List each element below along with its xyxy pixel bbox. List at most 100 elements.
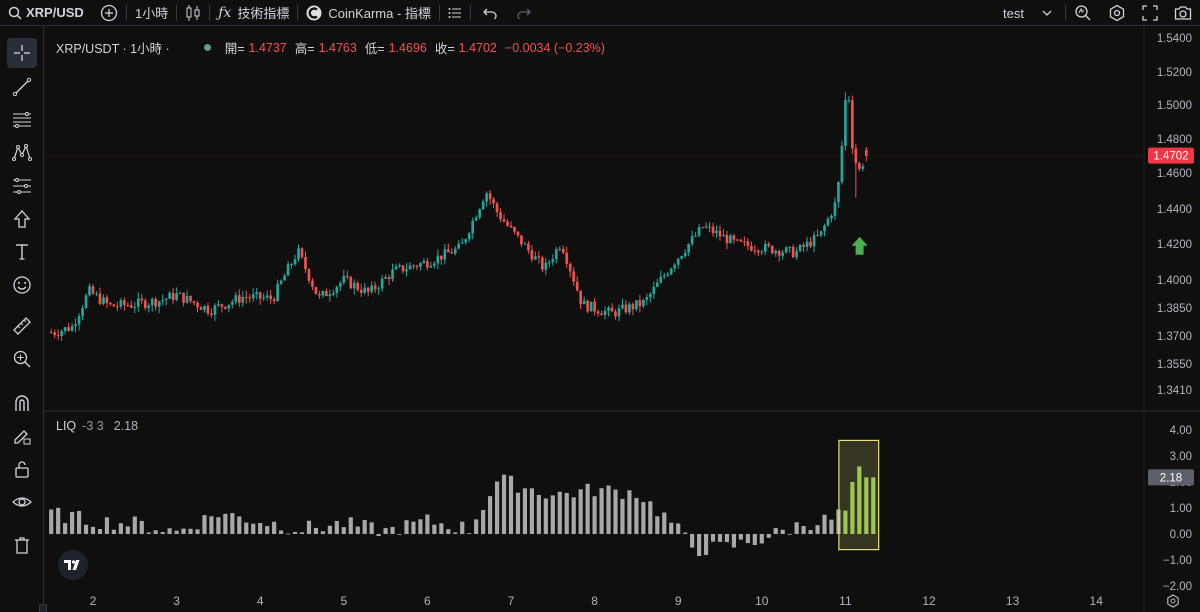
candle xyxy=(377,286,380,295)
liq-bar xyxy=(536,494,541,534)
candle-body xyxy=(805,241,809,247)
candle xyxy=(394,263,398,271)
candle-body xyxy=(175,293,178,300)
pattern-tool[interactable] xyxy=(7,138,37,168)
candle xyxy=(847,95,851,104)
candle-body xyxy=(81,307,84,317)
emoji-tool[interactable] xyxy=(7,270,37,300)
plus-circle-icon xyxy=(100,4,118,21)
candle-body xyxy=(614,311,617,317)
symbol-search[interactable]: XRP/USDT xyxy=(0,0,92,26)
forecast-tool[interactable] xyxy=(7,171,37,201)
lock-tool[interactable] xyxy=(7,454,37,484)
candle xyxy=(129,300,133,309)
interval-button[interactable]: 1小時 xyxy=(127,0,176,26)
liq-tick-label: 0.00 xyxy=(1170,529,1192,541)
price-tick-label: 1.5200 xyxy=(1157,67,1192,79)
candle-body xyxy=(74,324,77,326)
undo-button[interactable] xyxy=(471,0,509,26)
last-price-badge xyxy=(1148,147,1194,164)
delete-tool[interactable] xyxy=(7,531,37,561)
text-tool[interactable] xyxy=(7,237,37,267)
measure-tool[interactable] xyxy=(7,311,37,341)
time-tick-label: 2 xyxy=(90,594,97,608)
coinkarma-button[interactable]: CoinKarma - 指標 xyxy=(298,0,439,26)
candle xyxy=(370,281,373,294)
compare-button[interactable] xyxy=(92,0,126,26)
candle-body xyxy=(575,281,579,291)
liq-bar xyxy=(418,519,423,534)
liq-bar xyxy=(376,534,381,537)
liq-bar xyxy=(320,531,325,534)
candle xyxy=(453,246,457,256)
candle-body xyxy=(558,248,562,250)
candle xyxy=(666,272,670,278)
candle xyxy=(704,222,708,229)
candle xyxy=(746,238,750,251)
liq-bar xyxy=(223,513,228,534)
candle xyxy=(736,238,739,241)
candle-body xyxy=(116,306,119,308)
quick-search-button[interactable] xyxy=(1066,0,1100,26)
highlight-box xyxy=(838,439,880,551)
visibility-tool[interactable] xyxy=(7,487,37,517)
legend-symbol: XRP/USDT xyxy=(56,42,119,56)
draw-mode-tool[interactable] xyxy=(7,421,37,451)
object-tree-button[interactable] xyxy=(440,0,470,26)
candle xyxy=(237,289,241,308)
candle xyxy=(276,279,279,302)
liq-tick-label: −1.00 xyxy=(1163,555,1192,567)
settings-button[interactable] xyxy=(1100,0,1134,26)
candle xyxy=(419,261,422,271)
liq-bar xyxy=(111,529,116,534)
candle-body xyxy=(858,163,861,169)
candle xyxy=(384,274,387,280)
candle xyxy=(603,306,607,320)
candle-body xyxy=(467,233,471,240)
liq-bar xyxy=(871,477,876,534)
candle-body xyxy=(624,304,628,313)
fib-tool[interactable] xyxy=(7,105,37,135)
candle-body xyxy=(112,304,116,307)
fullscreen-button[interactable] xyxy=(1134,0,1166,26)
candle xyxy=(380,275,384,293)
liq-bar xyxy=(808,530,813,534)
layout-selector[interactable]: test xyxy=(995,0,1065,26)
chart-type-button[interactable] xyxy=(177,0,209,26)
candle-body xyxy=(391,269,394,280)
candle xyxy=(210,308,213,318)
candle xyxy=(582,296,586,305)
candle xyxy=(527,240,530,254)
candle-body xyxy=(352,282,356,289)
liq-bar xyxy=(829,519,834,534)
crosshair-tool[interactable] xyxy=(7,38,37,68)
liq-legend[interactable]: LIQ -3 3 2.18 xyxy=(56,419,138,433)
candle-body xyxy=(237,295,241,303)
tradingview-logo[interactable] xyxy=(58,550,88,580)
axis-settings-button[interactable] xyxy=(1166,594,1180,612)
liq-bar xyxy=(411,521,416,534)
magnet-tool[interactable] xyxy=(7,388,37,418)
indicators-button[interactable]: ƒx 技術指標 xyxy=(210,0,297,26)
candle-body xyxy=(70,325,74,331)
candle xyxy=(436,249,440,269)
liq-tick-label: 1.00 xyxy=(1170,503,1192,515)
candle xyxy=(251,288,255,302)
arrow-tool[interactable] xyxy=(7,204,37,234)
candle xyxy=(426,258,429,271)
candle-body xyxy=(596,311,600,314)
candle-body xyxy=(795,251,798,258)
candle-body xyxy=(649,293,652,298)
collapse-toolbar-button[interactable]: ‹ xyxy=(39,604,47,612)
chart-area[interactable]: 1.5400 1.5200 1.5000 1.4800 1.4600 1.4400 1.42… xyxy=(44,26,1200,612)
liq-bar xyxy=(571,497,576,534)
screenshot-button[interactable] xyxy=(1166,0,1200,26)
liq-bar xyxy=(251,523,256,534)
redo-button[interactable] xyxy=(509,0,539,26)
candle-body xyxy=(516,231,520,236)
liq-bar xyxy=(752,534,757,546)
trend-line-tool[interactable] xyxy=(7,72,37,102)
zoom-tool[interactable] xyxy=(7,344,37,374)
candle xyxy=(659,270,663,284)
liq-bar xyxy=(167,528,172,534)
